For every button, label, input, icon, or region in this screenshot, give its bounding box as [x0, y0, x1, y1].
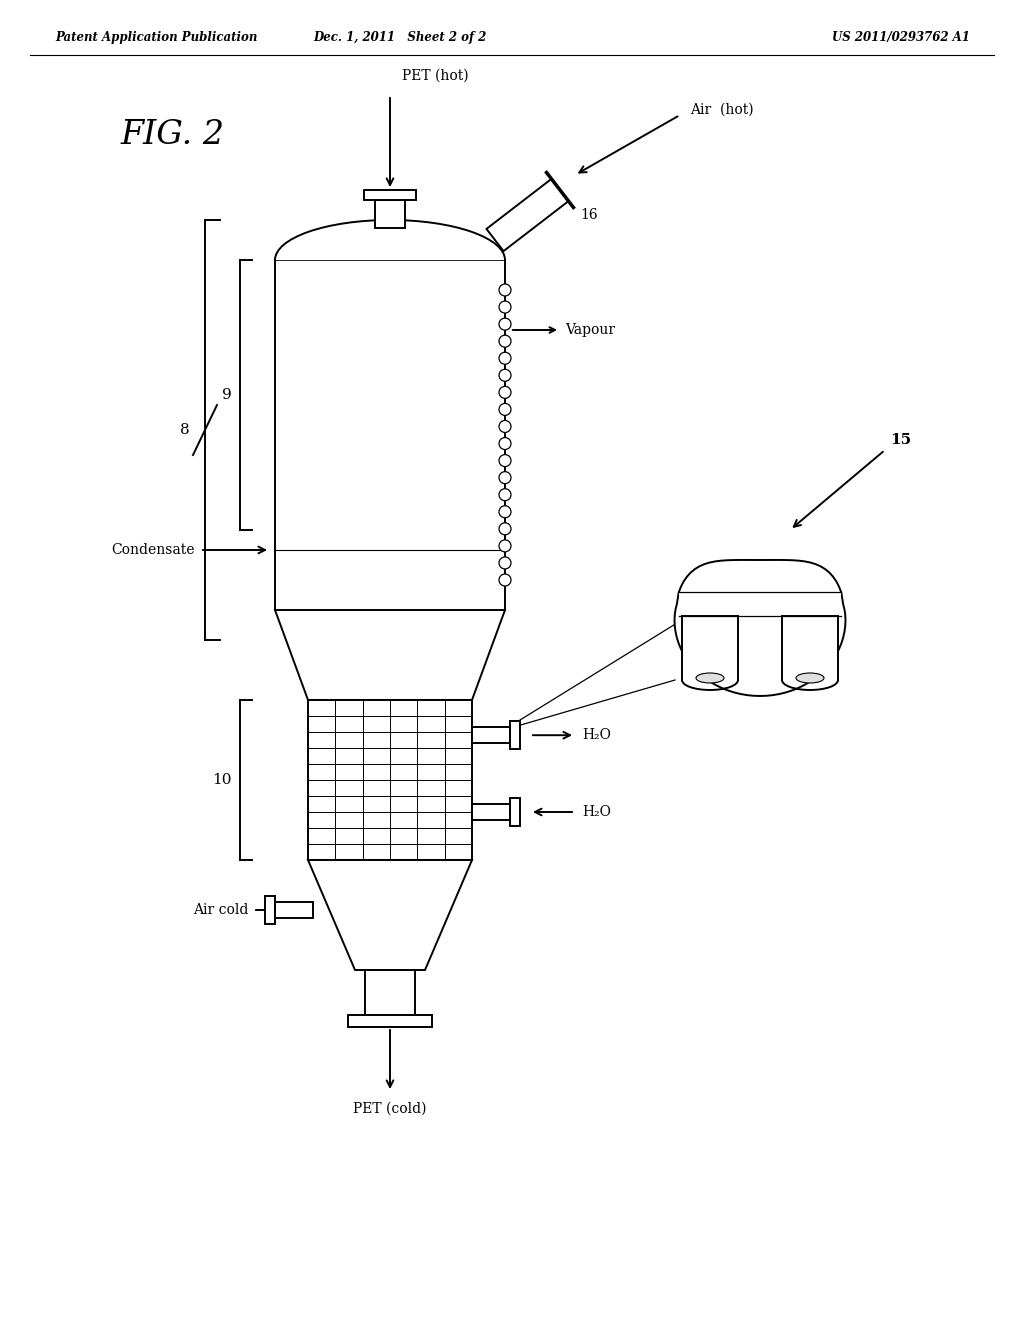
Circle shape: [499, 387, 511, 399]
Circle shape: [499, 318, 511, 330]
Text: Air cold: Air cold: [193, 903, 248, 917]
Circle shape: [499, 523, 511, 535]
Text: Condensate: Condensate: [112, 543, 195, 557]
Bar: [275, 902, 313, 917]
Bar: [679, 591, 841, 616]
Circle shape: [499, 284, 511, 296]
Text: Patent Application Publication: Patent Application Publication: [55, 30, 257, 44]
Bar: [375, 201, 406, 228]
Bar: [510, 799, 520, 826]
Circle shape: [499, 301, 511, 313]
Polygon shape: [675, 560, 846, 696]
Text: PET (cold): PET (cold): [353, 1102, 427, 1115]
Circle shape: [499, 471, 511, 483]
Text: 15: 15: [890, 433, 911, 447]
Text: H₂O: H₂O: [582, 729, 611, 742]
Text: H₂O: H₂O: [582, 805, 611, 818]
Polygon shape: [308, 861, 472, 970]
Circle shape: [499, 421, 511, 433]
Circle shape: [499, 352, 511, 364]
Text: Dec. 1, 2011   Sheet 2 of 2: Dec. 1, 2011 Sheet 2 of 2: [313, 30, 486, 44]
Circle shape: [499, 574, 511, 586]
Circle shape: [499, 540, 511, 552]
Text: PET (hot): PET (hot): [402, 69, 469, 83]
Circle shape: [499, 404, 511, 416]
Bar: [364, 190, 416, 201]
Circle shape: [499, 488, 511, 500]
Bar: [308, 700, 472, 861]
Text: FIG. 2: FIG. 2: [120, 119, 224, 150]
Circle shape: [499, 335, 511, 347]
Bar: [510, 721, 520, 750]
Text: Vapour: Vapour: [565, 323, 615, 337]
Text: 9: 9: [222, 388, 232, 403]
Bar: [472, 804, 510, 820]
Circle shape: [499, 454, 511, 466]
Text: 8: 8: [180, 422, 190, 437]
Circle shape: [499, 370, 511, 381]
Bar: [275, 260, 505, 610]
Circle shape: [499, 557, 511, 569]
Circle shape: [499, 437, 511, 450]
Text: 16: 16: [580, 209, 598, 222]
Polygon shape: [275, 610, 505, 700]
Ellipse shape: [696, 673, 724, 682]
Bar: [783, 616, 837, 680]
Bar: [265, 896, 275, 924]
Bar: [348, 1015, 432, 1027]
Bar: [365, 970, 415, 1015]
Polygon shape: [486, 180, 568, 251]
Text: US 2011/0293762 A1: US 2011/0293762 A1: [833, 30, 970, 44]
Text: Air  (hot): Air (hot): [690, 103, 754, 117]
Ellipse shape: [796, 673, 824, 682]
Bar: [683, 616, 737, 680]
Circle shape: [499, 506, 511, 517]
Bar: [472, 727, 510, 743]
Text: 10: 10: [213, 774, 232, 787]
